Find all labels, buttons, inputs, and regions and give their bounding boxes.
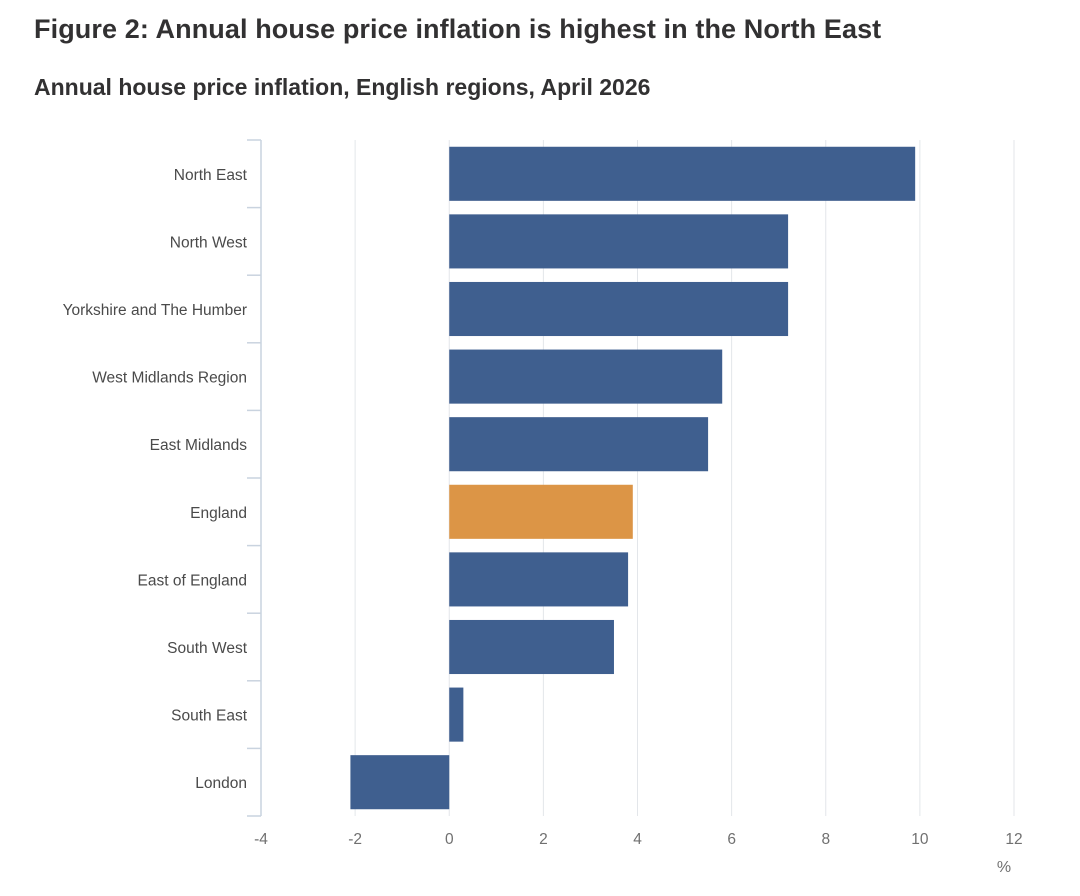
x-tick-label: 8: [821, 831, 830, 848]
bar-england: [449, 484, 633, 539]
category-label: London: [195, 775, 247, 792]
x-axis-unit-label: %: [997, 859, 1011, 876]
figure-subtitle: Annual house price inflation, English re…: [34, 74, 651, 100]
category-label: North East: [174, 167, 248, 184]
category-label: North West: [170, 234, 248, 251]
x-tick-label: 2: [539, 831, 548, 848]
category-label: South West: [167, 640, 248, 657]
x-tick-label: 6: [727, 831, 736, 848]
category-label: Yorkshire and The Humber: [63, 302, 247, 319]
bar-east-midlands: [449, 417, 709, 472]
category-label: South East: [171, 708, 248, 725]
bar-north-east: [449, 146, 916, 201]
category-labels: North East North West Yorkshire and The Hu…: [63, 167, 248, 792]
bar-south-east: [449, 687, 464, 742]
figure-title: Figure 2: Annual house price inflation i…: [34, 14, 882, 44]
x-axis-ticks: -4 -2 0 2 4 6 8 10 12%: [254, 831, 1023, 876]
category-label: East Midlands: [150, 437, 248, 454]
category-label: England: [190, 505, 247, 522]
x-tick-label: -2: [348, 831, 362, 848]
x-tick-label: 10: [911, 831, 929, 848]
bar-london: [350, 755, 450, 810]
x-tick-label: -4: [254, 831, 268, 848]
bar-yorkshire-and-the-humber: [449, 281, 789, 337]
x-tick-label: 0: [445, 831, 454, 848]
category-axis: [247, 139, 262, 817]
x-tick-label: 4: [633, 831, 642, 848]
bar-north-west: [449, 214, 789, 269]
bar-east-of-england: [449, 552, 629, 607]
bars: [350, 146, 916, 810]
bar-south-west: [449, 619, 614, 675]
x-tick-label: 12: [1005, 831, 1022, 848]
bar-west-midlands-region: [449, 349, 723, 404]
category-label: West Midlands Region: [92, 370, 247, 387]
category-label: East of England: [138, 572, 247, 589]
